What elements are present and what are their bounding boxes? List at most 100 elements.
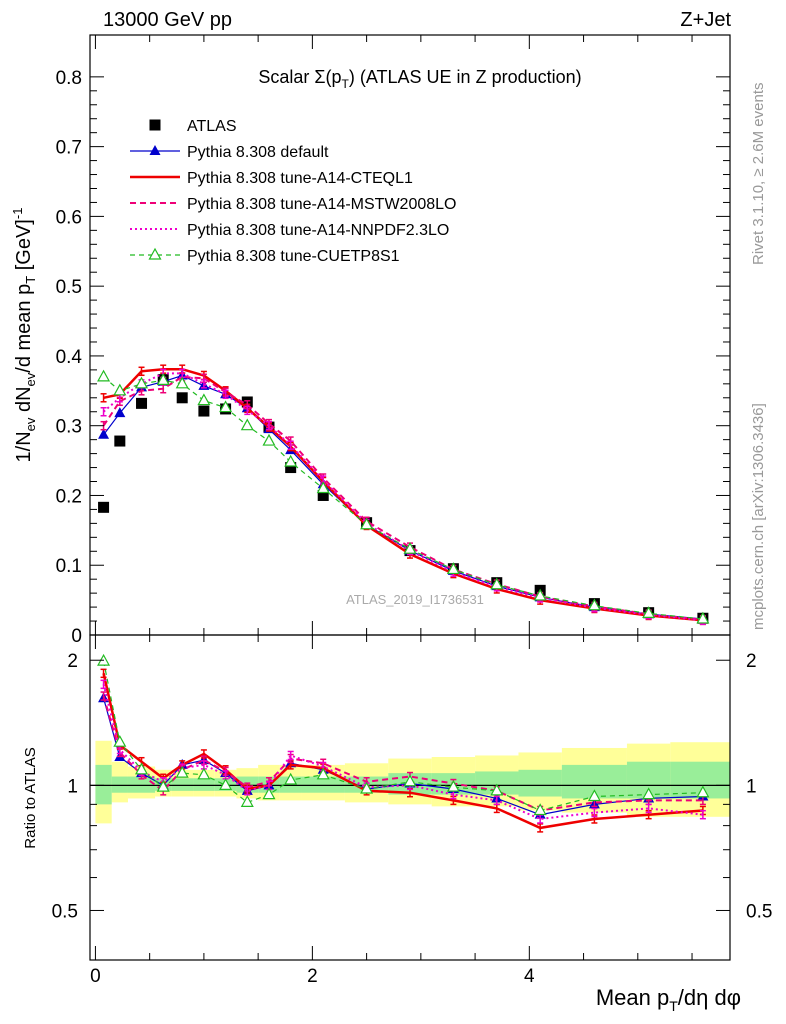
- legend-label: Pythia 8.308 tune-A14-MSTW2008LO: [187, 196, 456, 213]
- y-tick-label: 0.4: [56, 347, 83, 368]
- ratio-series-5-point: [642, 787, 656, 800]
- legend-label: Pythia 8.308 default: [187, 144, 329, 161]
- ratio-series-5-point: [156, 779, 170, 792]
- series-5-point: [156, 373, 170, 385]
- uncertainty-band-inner: [301, 776, 345, 793]
- main-y-axis-label: 1/Nev dNev/d mean pT [GeV]-1: [10, 208, 38, 463]
- ratio-marks: [90, 653, 730, 833]
- ratio-y-tick-label-right: 1: [746, 776, 757, 797]
- y-tick-label: 0.8: [56, 68, 82, 89]
- mcplots-label: mcplots.cern.ch [arXiv:1306.3436]: [750, 403, 767, 630]
- series-5-point: [533, 588, 547, 601]
- legend-marker-atlas: [149, 119, 161, 131]
- x-axis-label: Mean pT/dη dφ: [596, 985, 741, 1014]
- atlas-data-point: [317, 489, 329, 501]
- atlas-data-point: [136, 397, 148, 409]
- ratio-series-5-point: [284, 772, 298, 785]
- ratio-series-5-point: [446, 779, 460, 792]
- legend-label: Pythia 8.308 tune-A14-CTEQL1: [187, 170, 413, 187]
- y-tick-label: 0.5: [56, 277, 82, 298]
- atlas-data-point: [114, 435, 126, 447]
- ratio-series-5-point: [135, 762, 149, 775]
- ratio-series-5-point: [490, 783, 504, 796]
- main-title: Scalar Σ(pT) (ATLAS UE in Z production): [258, 67, 581, 91]
- uncertainty-band-inner: [111, 776, 128, 793]
- main-axes: 0 0.1 0.2 0.3 0.4 0.5 0.6 0.7 0.8: [56, 35, 730, 647]
- rivet-version-label: Rivet 3.1.10, ≥ 2.6M events: [750, 83, 767, 266]
- ratio-series-5-point: [219, 778, 233, 790]
- x-tick-label: 2: [307, 966, 318, 987]
- legend-label: Pythia 8.308 tune-CUETP8S1: [187, 248, 400, 265]
- legend-marker-1: [149, 145, 161, 155]
- uncertainty-band-inner: [279, 776, 302, 793]
- y-tick-label: 0.2: [56, 486, 82, 507]
- series-5-point: [642, 606, 656, 618]
- header-left: 13000 GeV pp: [103, 9, 232, 31]
- series-5-point: [696, 611, 710, 624]
- series-5-point: [219, 400, 233, 413]
- uncertainty-band-inner: [127, 776, 156, 793]
- ratio-series-5-point: [360, 781, 374, 794]
- uncertainty-band-inner: [95, 764, 112, 805]
- atlas-data-point: [198, 405, 210, 417]
- series-5-point: [446, 562, 460, 575]
- series-line-2: [103, 367, 704, 622]
- ratio-series-5-point: [533, 803, 547, 816]
- ratio-axes: 0 2 4 0.5 0.5 1 1 2 2: [52, 635, 772, 987]
- series-5-point: [587, 598, 601, 611]
- ratio-series-5-point: [696, 785, 710, 798]
- ratio-series-5-point: [197, 767, 211, 780]
- series-5-point: [403, 541, 417, 554]
- ratio-series-5-point: [262, 787, 276, 800]
- series-5-point: [240, 418, 254, 431]
- ratio-y-tick-label-right: 2: [746, 651, 757, 672]
- analysis-watermark: ATLAS_2019_I1736531: [346, 592, 484, 607]
- series-5-point: [490, 577, 504, 590]
- series-5-point: [316, 481, 330, 494]
- legend-label: ATLAS: [187, 118, 237, 135]
- main-panel: 0 0.1 0.2 0.3 0.4 0.5 0.6 0.7 0.8 Scalar Σ(pT) (…: [10, 34, 731, 647]
- uncertainty-band-inner: [193, 778, 215, 791]
- series-line-5: [103, 376, 703, 620]
- ratio-y-tick-label-right: 0.5: [746, 901, 772, 922]
- ratio-series-5-point: [175, 765, 189, 778]
- series-5-point: [113, 383, 127, 396]
- y-tick-label: 0.1: [56, 556, 82, 577]
- legend-marker-5: [148, 247, 162, 260]
- series-5-point: [197, 393, 211, 406]
- series-5-point: [284, 454, 298, 467]
- series-1-point: [114, 407, 126, 418]
- header-right: Z+Jet: [680, 9, 731, 31]
- legend-label: Pythia 8.308 tune-A14-NNPDF2.3LO: [187, 222, 449, 239]
- series-line-3: [102, 375, 704, 621]
- series-5-point: [262, 433, 276, 446]
- x-tick-label: 0: [90, 966, 101, 987]
- uncertainty-band-inner: [171, 778, 194, 791]
- series-line-4: [102, 372, 704, 622]
- atlas-data-point: [176, 392, 188, 404]
- series-5-point: [175, 376, 189, 389]
- ratio-y-axis-label: Ratio to ATLAS: [22, 747, 39, 848]
- atlas-data-point: [98, 501, 110, 513]
- series-5-point: [97, 369, 111, 382]
- y-tick-label: 0.6: [56, 207, 82, 228]
- atlas-data-point: [285, 462, 297, 474]
- ratio-y-tick-label-left: 0.5: [52, 901, 78, 922]
- ratio-panel: 0 2 4 0.5 0.5 1 1 2 2 Ratio to ATLAS: [22, 634, 772, 987]
- ratio-series-5-point: [587, 789, 601, 802]
- y-tick-label: 0: [71, 626, 82, 647]
- ratio-frame: [89, 634, 731, 961]
- ratio-series-5-point: [240, 795, 254, 807]
- ratio-y-tick-label-left: 2: [67, 651, 78, 672]
- ratio-series-5-point: [403, 774, 417, 787]
- x-tick-label: 4: [524, 966, 535, 987]
- series-1-point: [98, 428, 110, 439]
- y-tick-label: 0.3: [56, 417, 82, 438]
- ratio-series-5-point: [113, 734, 127, 747]
- ratio-y-tick-label-left: 1: [67, 776, 78, 797]
- series-5-point: [135, 376, 149, 389]
- main-marks: [97, 364, 710, 626]
- series-line-1: [103, 374, 703, 620]
- uncertainty-band-inner: [518, 769, 562, 797]
